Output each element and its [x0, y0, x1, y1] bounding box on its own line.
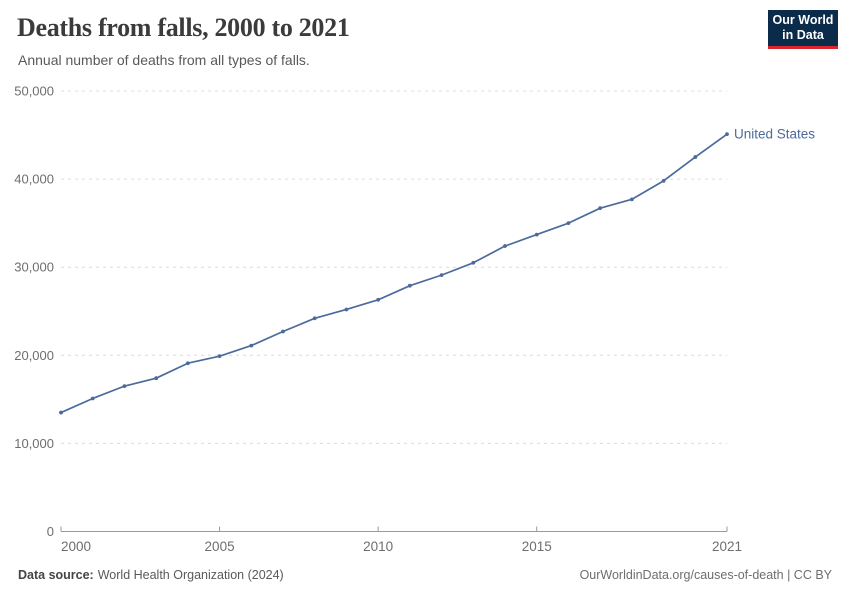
- data-point: [185, 361, 190, 366]
- owid-logo-line2: in Data: [782, 28, 824, 42]
- owid-logo[interactable]: Our World in Data: [768, 10, 838, 49]
- y-tick-label: 50,000: [14, 84, 54, 99]
- data-line: [60, 133, 728, 414]
- data-point: [471, 260, 476, 265]
- data-point: [281, 329, 285, 334]
- data-point: [312, 316, 317, 321]
- data-point: [439, 273, 444, 278]
- data-source-label: Data source:: [18, 568, 94, 582]
- chart-title: Deaths from falls, 2000 to 2021: [17, 13, 350, 42]
- chart-footer: Data source: World Health Organization (2…: [18, 568, 832, 582]
- x-tick-label: 2010: [363, 539, 393, 554]
- x-tick-label: 2015: [522, 539, 552, 554]
- chart-subtitle: Annual number of deaths from all types o…: [18, 52, 310, 68]
- data-point: [249, 343, 254, 348]
- data-point: [629, 197, 634, 202]
- license-credit[interactable]: OurWorldinData.org/causes-of-death | CC …: [579, 568, 832, 582]
- data-point: [534, 232, 539, 237]
- data-point: [661, 178, 666, 183]
- data-point: [407, 283, 412, 288]
- y-tick-label: 20,000: [14, 348, 54, 363]
- data-point: [503, 244, 507, 248]
- data-point: [376, 297, 381, 302]
- entity-label[interactable]: United States: [734, 127, 815, 142]
- data-point: [344, 307, 349, 312]
- x-tick-label: 2021: [712, 539, 742, 554]
- data-point: [154, 376, 159, 381]
- y-tick-label: 30,000: [14, 260, 54, 275]
- y-tick-label: 10,000: [14, 436, 54, 451]
- x-tick-label: 2000: [61, 539, 91, 554]
- data-point: [122, 384, 127, 389]
- y-tick-label: 40,000: [14, 172, 54, 187]
- data-point: [566, 221, 571, 226]
- data-source-value: World Health Organization (2024): [97, 568, 284, 582]
- data-point: [598, 206, 603, 211]
- data-point: [59, 410, 63, 415]
- data-point: [217, 354, 222, 359]
- y-tick-label: 0: [47, 524, 54, 539]
- data-point: [725, 132, 729, 137]
- x-tick-label: 2005: [205, 539, 235, 554]
- owid-logo-line1: Our World: [772, 13, 834, 27]
- data-point: [693, 155, 698, 159]
- data-point: [90, 396, 95, 401]
- data-source: Data source: World Health Organization (2…: [18, 568, 284, 582]
